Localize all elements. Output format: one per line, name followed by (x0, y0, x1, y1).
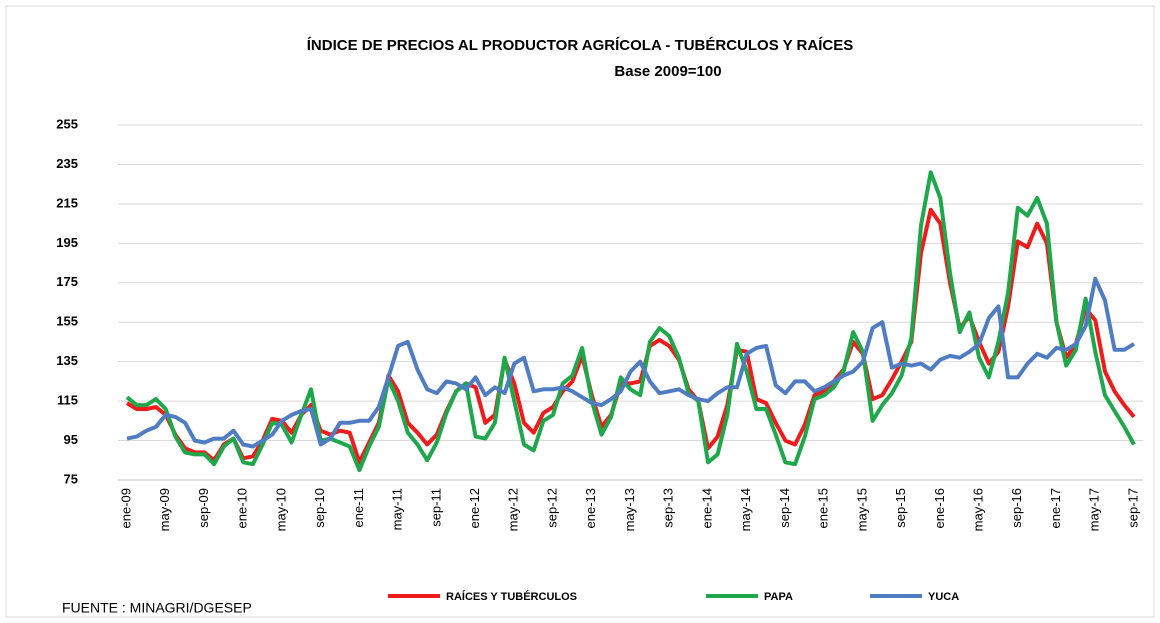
x-tick-label: sep-16 (1009, 488, 1024, 528)
y-tick-label: 195 (56, 235, 78, 250)
x-tick-label: sep-09 (196, 488, 211, 528)
y-tick-label: 155 (56, 314, 78, 329)
x-tick-label: may-15 (854, 488, 869, 531)
x-tick-label: sep-12 (544, 488, 559, 528)
x-tick-label: sep-14 (777, 488, 792, 528)
x-tick-label: ene-16 (932, 488, 947, 528)
x-tick-label: may-12 (506, 488, 521, 531)
x-tick-label: may-17 (1087, 488, 1102, 531)
x-tick-label: may-11 (390, 488, 405, 530)
x-tick-label: may-13 (622, 488, 637, 531)
x-tick-label: ene-14 (699, 488, 714, 528)
y-tick-label: 175 (56, 274, 78, 289)
x-tick-label: ene-17 (1048, 488, 1063, 528)
y-tick-label: 95 (64, 432, 78, 447)
chart-subtitle: Base 2009=100 (614, 63, 721, 80)
x-tick-label: ene-12 (467, 488, 482, 528)
x-tick-label: may-09 (157, 488, 172, 531)
x-tick-label: sep-10 (312, 488, 327, 528)
y-tick-label: 235 (56, 156, 78, 171)
y-tick-label: 75 (64, 471, 78, 486)
y-tick-label: 255 (56, 116, 78, 131)
x-tick-label: ene-09 (118, 488, 133, 528)
y-tick-label: 215 (56, 195, 78, 210)
x-tick-label: ene-11 (351, 488, 366, 528)
x-tick-label: may-10 (273, 488, 288, 531)
x-tick-label: may-16 (971, 488, 986, 531)
x-tick-label: sep-17 (1125, 488, 1140, 528)
x-tick-label: ene-13 (583, 488, 598, 528)
x-tick-label: ene-10 (235, 488, 250, 528)
series-line (126, 276, 1136, 449)
x-tick-label: sep-13 (661, 488, 676, 528)
x-tick-label: sep-11 (428, 488, 443, 527)
x-tick-label: sep-15 (893, 488, 908, 528)
legend-label: YUCA (928, 591, 959, 603)
x-tick-label: may-14 (738, 488, 753, 531)
legend-label: PAPA (764, 591, 793, 603)
legend-label: RAÍCES Y TUBÉRCULOS (446, 590, 577, 603)
series-line (125, 170, 1136, 473)
y-tick-label: 135 (56, 353, 78, 368)
chart-frame (5, 5, 1155, 618)
y-tick-label: 115 (57, 393, 78, 408)
source-note: FUENTE : MINAGRI/DGESEP (62, 600, 252, 616)
chart-title: ÍNDICE DE PRECIOS AL PRODUCTOR AGRÍCOLA … (307, 37, 853, 54)
x-tick-label: ene-15 (816, 488, 831, 528)
